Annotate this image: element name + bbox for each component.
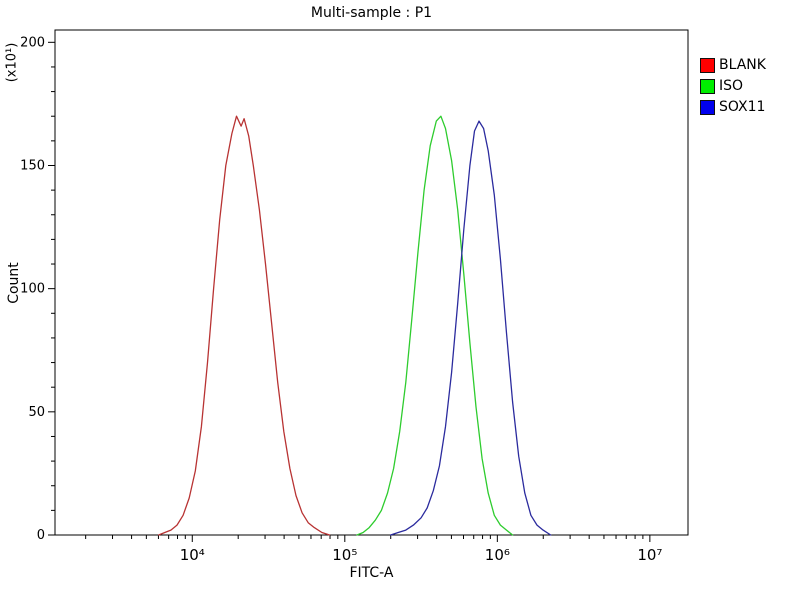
legend-item-sox11: SOX11 — [700, 99, 766, 116]
y-axis-label: Count — [6, 262, 22, 304]
x-axis-label: FITC-A — [349, 565, 394, 581]
legend: BLANK ISO SOX11 — [700, 57, 766, 116]
legend-label-blank: BLANK — [719, 57, 766, 73]
svg-text:10⁶: 10⁶ — [485, 546, 510, 564]
svg-text:100: 100 — [20, 282, 45, 297]
svg-text:150: 150 — [20, 158, 45, 173]
chart-title: Multi-sample : P1 — [310, 5, 433, 21]
legend-item-iso: ISO — [700, 78, 766, 95]
svg-text:200: 200 — [20, 35, 45, 50]
legend-item-blank: BLANK — [700, 57, 766, 74]
svg-text:0: 0 — [37, 528, 45, 543]
legend-swatch-sox11 — [700, 100, 715, 115]
svg-text:10⁷: 10⁷ — [637, 546, 662, 564]
legend-swatch-blank — [700, 58, 715, 73]
svg-text:10⁵: 10⁵ — [332, 546, 357, 564]
legend-label-sox11: SOX11 — [719, 99, 766, 115]
y-axis-unit-label: (x10¹) — [4, 42, 20, 83]
legend-swatch-iso — [700, 79, 715, 94]
svg-text:10⁴: 10⁴ — [180, 546, 205, 564]
legend-label-iso: ISO — [719, 78, 744, 94]
svg-text:50: 50 — [28, 405, 45, 420]
